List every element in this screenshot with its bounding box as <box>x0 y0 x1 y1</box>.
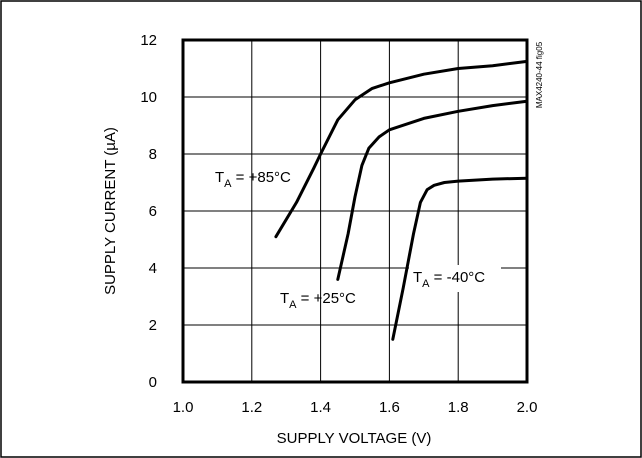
series-label-subscript: A <box>289 299 297 311</box>
series-label-value: = +85°C <box>232 169 292 186</box>
series-label-1: TA = +85°C <box>215 169 291 190</box>
series-line-1 <box>274 59 529 239</box>
x-tick-label: 2.0 <box>517 399 538 416</box>
series-line-2 <box>336 99 529 281</box>
series-label-main: T <box>280 290 289 307</box>
series-group <box>274 59 529 341</box>
series-label-background <box>409 265 501 292</box>
x-tick-label: 1.6 <box>379 399 400 416</box>
y-tick-label: 12 <box>140 32 157 49</box>
y-tick-labels: 0 2 4 6 8 10 12 <box>140 32 157 391</box>
series-label-main: T <box>215 169 224 186</box>
series-label-subscript: A <box>422 278 430 290</box>
plot-border <box>181 38 529 384</box>
x-tick-label: 1.8 <box>448 399 469 416</box>
x-tick-label: 1.4 <box>310 399 331 416</box>
figure-id-label: MAX4240-44 fig05 <box>535 41 544 108</box>
series-label-value: = -40°C <box>430 269 486 286</box>
x-tick-labels: 1.0 1.2 1.4 1.6 1.8 2.0 <box>173 399 538 416</box>
y-tick-label: 4 <box>149 260 157 277</box>
series-label-value: = +25°C <box>297 290 357 307</box>
series-label-2: TA = +25°C <box>280 290 356 311</box>
series-label-3: TA = -40°C <box>413 269 485 290</box>
y-axis-label: SUPPLY CURRENT (µA) <box>102 127 119 295</box>
y-tick-label: 0 <box>149 374 157 391</box>
series-label-main: T <box>413 269 422 286</box>
y-tick-label: 6 <box>149 203 157 220</box>
series-line-3 <box>391 176 529 341</box>
y-tick-label: 2 <box>149 317 157 334</box>
series-labels: TA = +85°CTA = +25°CTA = -40°C <box>215 169 501 311</box>
x-tick-label: 1.2 <box>241 399 262 416</box>
y-tick-label: 10 <box>140 89 157 106</box>
x-tick-label: 1.0 <box>173 399 194 416</box>
series-label-subscript: A <box>224 178 232 190</box>
x-axis-label: SUPPLY VOLTAGE (V) <box>277 430 432 447</box>
y-tick-label: 8 <box>149 146 157 163</box>
